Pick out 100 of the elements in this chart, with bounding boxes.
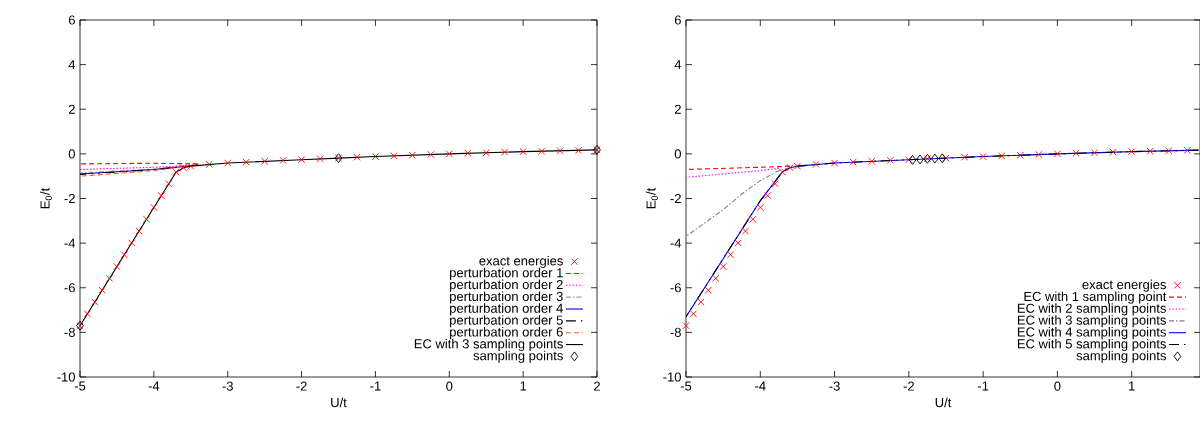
point bbox=[1165, 147, 1173, 155]
x-tick-label: -2 bbox=[903, 381, 914, 391]
y-axis-title: E$_{0}$/t bbox=[646, 187, 658, 209]
y-tick-label: 4 bbox=[68, 60, 76, 70]
point bbox=[960, 153, 969, 161]
point bbox=[778, 168, 787, 176]
y-tick-label: 6 bbox=[674, 15, 681, 25]
point bbox=[353, 153, 361, 161]
point bbox=[756, 203, 764, 212]
point bbox=[1128, 148, 1136, 156]
point bbox=[464, 149, 472, 157]
point bbox=[741, 227, 750, 235]
point bbox=[719, 262, 727, 271]
point bbox=[482, 149, 490, 157]
point bbox=[704, 286, 712, 294]
x-axis-title: U/t bbox=[331, 397, 347, 408]
y-tick-label: -4 bbox=[670, 238, 682, 248]
legend-label: perturbation order 2 bbox=[450, 279, 563, 292]
point bbox=[142, 215, 151, 223]
y-tick-label: 0 bbox=[68, 149, 75, 159]
point bbox=[519, 148, 527, 156]
point bbox=[297, 156, 306, 164]
y-tick-label: -6 bbox=[670, 283, 681, 293]
point bbox=[120, 251, 128, 259]
y-tick-label: 0 bbox=[674, 149, 681, 159]
x-tick-label: -4 bbox=[755, 381, 766, 391]
point bbox=[501, 148, 509, 156]
point bbox=[749, 215, 757, 223]
legend-label: EC with 3 sampling points bbox=[414, 338, 563, 351]
legend-label: perturbation order 6 bbox=[450, 327, 563, 340]
x-tick-label: 2 bbox=[594, 381, 600, 391]
point bbox=[830, 159, 839, 167]
point bbox=[150, 203, 158, 212]
point bbox=[371, 152, 380, 161]
y-tick-label: 6 bbox=[68, 15, 75, 25]
y-tick-label: -10 bbox=[663, 372, 681, 382]
point bbox=[712, 274, 720, 283]
point bbox=[931, 153, 939, 164]
point bbox=[279, 156, 287, 164]
legend-label: EC with 3 sampling points bbox=[1017, 315, 1166, 328]
point bbox=[98, 286, 106, 294]
legend-label: perturbation order 4 bbox=[450, 303, 563, 316]
point bbox=[1016, 151, 1024, 159]
point bbox=[979, 152, 987, 161]
y-tick-label: -8 bbox=[64, 327, 75, 337]
legend-label: EC with 1 sampling point bbox=[1024, 291, 1167, 304]
legend-label: sampling points bbox=[1076, 350, 1166, 363]
x-tick-label: -3 bbox=[222, 381, 233, 391]
point bbox=[135, 227, 143, 235]
point bbox=[165, 180, 173, 188]
y-tick-label: -2 bbox=[670, 193, 681, 204]
y-tick-label: -10 bbox=[57, 372, 75, 382]
legend-label: EC with 5 sampling points bbox=[1017, 338, 1166, 351]
point bbox=[1146, 147, 1154, 155]
x-tick-label: 1 bbox=[520, 381, 527, 391]
x-tick-label: -1 bbox=[977, 381, 989, 391]
point bbox=[113, 262, 121, 271]
point bbox=[445, 150, 453, 158]
point bbox=[1183, 146, 1192, 154]
y-tick-label: 2 bbox=[674, 104, 681, 114]
y-tick-label: -8 bbox=[670, 327, 681, 337]
x-tick-label: -1 bbox=[370, 381, 381, 391]
x-tick-label: -5 bbox=[74, 381, 86, 391]
point bbox=[261, 157, 269, 165]
point bbox=[205, 160, 213, 168]
point bbox=[537, 147, 546, 155]
point bbox=[1090, 149, 1099, 157]
point bbox=[868, 157, 876, 165]
point bbox=[908, 154, 917, 165]
point bbox=[1053, 150, 1062, 158]
point bbox=[408, 151, 416, 159]
point bbox=[734, 239, 742, 247]
point bbox=[316, 155, 324, 163]
point bbox=[938, 153, 947, 164]
point bbox=[105, 274, 114, 283]
point bbox=[427, 150, 435, 159]
point bbox=[916, 154, 924, 165]
x-tick-label: -2 bbox=[296, 381, 307, 391]
x-tick-label: 0 bbox=[1054, 381, 1061, 391]
legend-label: perturbation order 5 bbox=[450, 315, 563, 328]
point bbox=[697, 298, 705, 306]
point bbox=[1109, 148, 1117, 156]
x-tick-label: 0 bbox=[446, 381, 453, 391]
point bbox=[83, 310, 92, 318]
legend-label: perturbation order 1 bbox=[450, 267, 563, 280]
point bbox=[128, 239, 136, 247]
legend-label: sampling points bbox=[473, 350, 563, 363]
point bbox=[242, 158, 250, 166]
point bbox=[849, 158, 857, 166]
y-tick-label: -6 bbox=[64, 283, 75, 293]
point bbox=[172, 168, 180, 176]
point bbox=[812, 160, 820, 168]
legend-label: exact energies bbox=[1082, 279, 1166, 292]
point bbox=[771, 180, 779, 188]
point bbox=[1072, 149, 1080, 157]
point bbox=[91, 298, 99, 306]
point bbox=[998, 152, 1006, 160]
point bbox=[689, 310, 698, 318]
x-tick-label: -3 bbox=[829, 381, 840, 391]
y-tick-label: 2 bbox=[68, 104, 75, 114]
